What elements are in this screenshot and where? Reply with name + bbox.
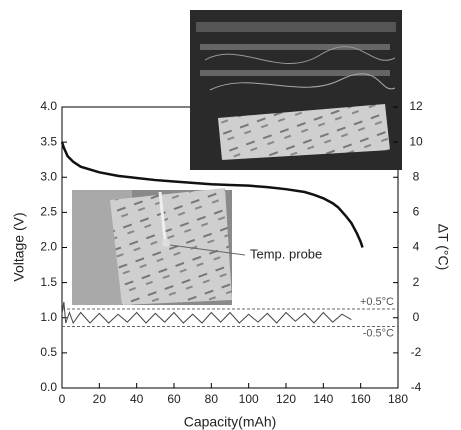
y-tick-label: 3.0 (40, 169, 57, 183)
y2-axis-title: ΔT (°C) (435, 224, 451, 271)
x-tick-label: 160 (351, 392, 371, 406)
inset-photo (72, 188, 246, 305)
y2-tick-label: -2 (411, 345, 422, 359)
y-axis-title: Voltage (V) (11, 212, 27, 281)
top-photo (190, 10, 402, 170)
y-tick-label: 0.5 (40, 345, 57, 359)
x-tick-label: 0 (59, 392, 66, 406)
x-tick-label: 180 (388, 392, 408, 406)
reference-label: -0.5°C (363, 327, 394, 339)
data-line (61, 301, 352, 325)
y-tick-label: 4.0 (40, 99, 57, 113)
x-tick-label: 40 (130, 392, 144, 406)
y2-tick-label: 2 (413, 275, 420, 289)
y2-tick-label: 12 (409, 99, 423, 113)
y-tick-label: 3.5 (40, 134, 57, 148)
y-tick-label: 0.0 (40, 380, 57, 394)
y-tick-label: 2.0 (40, 240, 57, 254)
y2-tick-label: 8 (413, 169, 420, 183)
reference-label: +0.5°C (360, 296, 394, 308)
x-tick-label: 120 (276, 392, 296, 406)
x-tick-label: 80 (205, 392, 219, 406)
x-tick-label: 60 (167, 392, 181, 406)
y2-tick-label: -4 (411, 380, 422, 394)
x-tick-label: 20 (93, 392, 107, 406)
y2-tick-label: 10 (409, 134, 423, 148)
data-line (60, 141, 364, 248)
x-axis-title: Capacity(mAh) (184, 414, 277, 430)
y-tick-label: 1.0 (40, 310, 57, 324)
y-tick-label: 1.5 (40, 275, 57, 289)
annotation: Temp. probe (250, 246, 322, 261)
y2-tick-label: 6 (413, 205, 420, 219)
x-tick-label: 140 (313, 392, 333, 406)
y-tick-label: 2.5 (40, 205, 57, 219)
x-tick-label: 100 (239, 392, 259, 406)
y2-tick-label: 4 (413, 240, 420, 254)
y2-tick-label: 0 (413, 310, 420, 324)
